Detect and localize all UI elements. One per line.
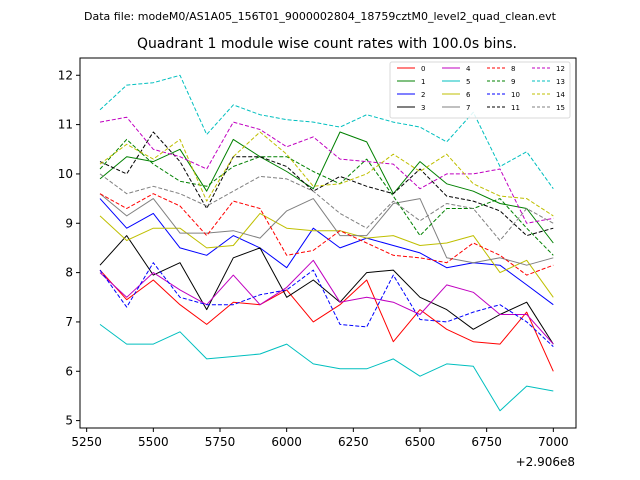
legend-label-12: 12 bbox=[556, 65, 565, 73]
x-tick-label: 5750 bbox=[205, 435, 236, 449]
series-line-10 bbox=[99, 262, 554, 347]
legend-box bbox=[389, 61, 571, 119]
x-tick-label: 6750 bbox=[471, 435, 502, 449]
series-line-0 bbox=[99, 269, 554, 372]
x-offset-label: +2.906e8 bbox=[516, 455, 575, 469]
legend-label-6: 6 bbox=[466, 91, 471, 99]
series-line-15 bbox=[99, 173, 554, 241]
legend-label-8: 8 bbox=[511, 65, 515, 73]
legend-label-2: 2 bbox=[421, 91, 425, 99]
series-line-14 bbox=[99, 131, 554, 217]
legend-label-9: 9 bbox=[511, 78, 515, 86]
series-line-5 bbox=[99, 323, 554, 412]
y-tick-label: 9 bbox=[65, 216, 73, 230]
series-layer bbox=[99, 74, 554, 412]
y-tick-label: 5 bbox=[65, 414, 73, 428]
legend-label-11: 11 bbox=[511, 104, 520, 112]
series-line-11 bbox=[99, 131, 554, 237]
legend-label-3: 3 bbox=[421, 104, 425, 112]
x-tick-label: 6500 bbox=[405, 435, 436, 449]
legend-label-14: 14 bbox=[556, 91, 565, 99]
series-line-4 bbox=[99, 259, 554, 345]
legend-label-5: 5 bbox=[466, 78, 470, 86]
chart-suptitle: Data file: modeM0/AS1A05_156T01_90000028… bbox=[84, 10, 557, 23]
y-tick-label: 7 bbox=[65, 315, 73, 329]
chart-title: Quadrant 1 module wise count rates with … bbox=[137, 36, 517, 52]
legend-label-7: 7 bbox=[466, 104, 470, 112]
series-line-12 bbox=[99, 116, 554, 224]
series-line-3 bbox=[99, 235, 554, 345]
y-tick-label: 12 bbox=[58, 68, 73, 82]
legend-label-0: 0 bbox=[421, 65, 425, 73]
series-line-7 bbox=[99, 193, 554, 266]
x-tick-label: 7000 bbox=[538, 435, 569, 449]
legend-label-1: 1 bbox=[421, 78, 425, 86]
legend-label-4: 4 bbox=[466, 65, 471, 73]
x-tick-label: 6250 bbox=[338, 435, 369, 449]
legend-label-15: 15 bbox=[556, 104, 565, 112]
x-tick-label: 6000 bbox=[271, 435, 302, 449]
series-line-8 bbox=[99, 193, 554, 276]
series-line-13 bbox=[99, 74, 554, 189]
y-tick-label: 8 bbox=[65, 266, 73, 280]
y-axis: 5 6 7 8 9 10 11 12 bbox=[58, 68, 80, 428]
series-line-6 bbox=[99, 212, 554, 298]
x-tick-label: 5500 bbox=[138, 435, 169, 449]
x-tick-label: 5250 bbox=[71, 435, 102, 449]
legend-label-10: 10 bbox=[511, 91, 520, 99]
series-line-2 bbox=[99, 198, 554, 306]
series-line-1 bbox=[99, 131, 554, 244]
y-tick-label: 11 bbox=[58, 118, 73, 132]
plot-frame bbox=[79, 57, 577, 429]
legend-label-13: 13 bbox=[556, 78, 565, 86]
y-tick-label: 6 bbox=[65, 364, 73, 378]
y-tick-label: 10 bbox=[58, 167, 73, 181]
x-axis: 5250 5500 5750 6000 6250 6500 6750 7000 bbox=[71, 428, 569, 449]
series-line-9 bbox=[99, 138, 554, 256]
